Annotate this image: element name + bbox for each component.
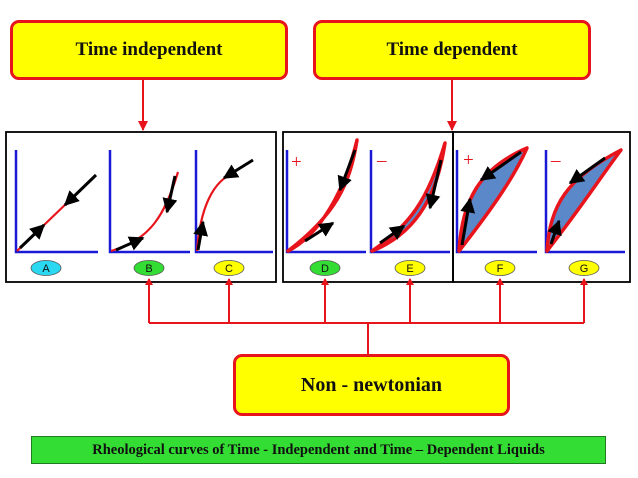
curve-c-line (195, 170, 237, 252)
panel-time-dependent-1 (282, 131, 454, 283)
curve-d-graph (285, 138, 366, 254)
curve-a-label: A (42, 263, 50, 275)
time-dependent-label: Time dependent (386, 39, 518, 60)
curve-b-axes (108, 150, 190, 254)
curve-d-loop (286, 138, 359, 253)
curve-b-tag: B (133, 260, 165, 276)
curve-f-arrow-down (479, 150, 522, 182)
curve-b-graph (108, 150, 190, 254)
curve-g-tag: G (568, 260, 600, 276)
curve-c-arrow-down (222, 158, 254, 180)
curve-d-sign: + (291, 152, 302, 173)
curve-c-label: C (225, 263, 233, 275)
curve-g-loop (545, 148, 623, 253)
curve-f-graph (455, 146, 537, 254)
curve-b-label: B (145, 263, 152, 275)
curve-e-arrow-down (425, 159, 443, 210)
curve-e-graph (369, 141, 450, 254)
time-independent-box: Time independent (10, 20, 288, 80)
curve-a-graph (14, 150, 98, 254)
curve-f-arrow-up (460, 197, 476, 246)
curve-b-arrow-down (162, 175, 178, 214)
curve-d-label: D (321, 263, 329, 275)
curve-c-arrow-up (193, 220, 209, 251)
curve-g-arrow-down (568, 156, 606, 185)
curve-f-label: F (497, 263, 504, 275)
time-independent-label: Time independent (75, 39, 223, 60)
curve-g-label: G (580, 263, 589, 275)
curve-b-arrow-up (115, 236, 145, 252)
curve-e-tag: E (394, 260, 426, 276)
curve-f-tag: F (484, 260, 516, 276)
curve-d-tag: D (309, 260, 341, 276)
panel-time-dependent-2 (452, 131, 631, 283)
curve-c-axes (194, 150, 273, 254)
curve-a-arrow-up (18, 223, 46, 250)
curve-f-axes (455, 150, 537, 254)
time-dependent-box: Time dependent (313, 20, 591, 80)
caption-banner: Rheological curves of Time - Independent… (31, 436, 606, 464)
curve-g-graph (544, 148, 625, 254)
curve-d-arrow-up (304, 221, 335, 243)
bottom-connectors (148, 279, 585, 354)
curve-c-graph (193, 150, 273, 254)
curve-g-sign: – (550, 150, 561, 171)
curve-e-sign: – (376, 150, 387, 171)
curve-e-label: E (406, 263, 413, 275)
panel-time-independent (5, 131, 277, 283)
curve-e-arrow-up (379, 224, 406, 245)
curve-a-arrow-down (63, 173, 98, 207)
curve-a-tag: A (30, 260, 62, 276)
curve-g-arrow-up (547, 219, 562, 245)
curve-d-arrow-down (337, 149, 357, 192)
bottom-connector-arrowheads (145, 278, 588, 285)
curve-a-axes (14, 150, 98, 254)
non-newtonian-box: Non - newtonian (233, 354, 510, 416)
curve-c-tag: C (213, 260, 245, 276)
caption-text: Rheological curves of Time - Independent… (92, 441, 545, 458)
non-newtonian-label: Non - newtonian (300, 373, 443, 396)
curve-f-sign: + (463, 150, 474, 171)
